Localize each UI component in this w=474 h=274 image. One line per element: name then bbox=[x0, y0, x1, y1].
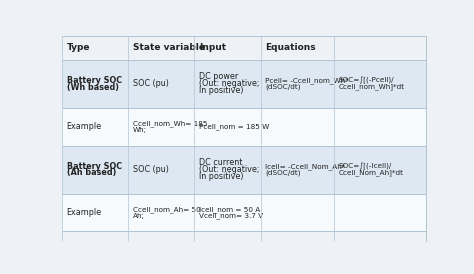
Text: SOC (pu): SOC (pu) bbox=[133, 79, 169, 88]
Text: (dSOC/dt): (dSOC/dt) bbox=[265, 84, 301, 90]
Text: State variable: State variable bbox=[133, 43, 205, 52]
Text: Pcell= -Ccell_nom_Wh*: Pcell= -Ccell_nom_Wh* bbox=[265, 77, 349, 84]
Text: (Ah based): (Ah based) bbox=[66, 169, 116, 178]
Text: (Out: negative;: (Out: negative; bbox=[199, 165, 259, 174]
Text: Wh;: Wh; bbox=[133, 127, 147, 133]
Text: Example: Example bbox=[66, 208, 102, 217]
Text: Icell_nom = 50 A: Icell_nom = 50 A bbox=[199, 206, 260, 213]
Text: (Wh based): (Wh based) bbox=[66, 82, 118, 92]
Text: SOC (pu): SOC (pu) bbox=[133, 165, 169, 174]
Text: DC current: DC current bbox=[199, 158, 242, 167]
Text: Ah;: Ah; bbox=[133, 213, 145, 219]
Text: Icell= -Ccell_Nom_Ah*: Icell= -Ccell_Nom_Ah* bbox=[265, 163, 346, 170]
Text: Example: Example bbox=[66, 122, 102, 131]
Bar bbox=[62, 59, 426, 108]
Text: (dSOC/dt): (dSOC/dt) bbox=[265, 170, 301, 176]
Text: Input: Input bbox=[199, 43, 226, 52]
Text: SOC=∫[(-Icell)/: SOC=∫[(-Icell)/ bbox=[338, 162, 392, 170]
Text: Ccell_nom_Wh]*dt: Ccell_nom_Wh]*dt bbox=[338, 84, 405, 90]
Text: SOC=∫[(-Pcell)/: SOC=∫[(-Pcell)/ bbox=[338, 76, 394, 84]
Text: Battery SOC: Battery SOC bbox=[66, 162, 122, 171]
Text: Vcell_nom= 3.7 V: Vcell_nom= 3.7 V bbox=[199, 213, 263, 219]
Text: DC power: DC power bbox=[199, 72, 238, 81]
Text: Ccell_nom_Wh= 185: Ccell_nom_Wh= 185 bbox=[133, 120, 207, 127]
Bar bbox=[62, 36, 426, 59]
Text: Ccell_nom_Ah= 50: Ccell_nom_Ah= 50 bbox=[133, 206, 201, 213]
Bar bbox=[62, 145, 426, 194]
Bar bbox=[62, 194, 426, 232]
Text: Ccell_Nom_Ah]*dt: Ccell_Nom_Ah]*dt bbox=[338, 170, 403, 176]
Bar bbox=[62, 108, 426, 145]
Text: Pcell_nom = 185 W: Pcell_nom = 185 W bbox=[199, 123, 269, 130]
Text: In positive): In positive) bbox=[199, 172, 243, 181]
Text: (Out: negative;: (Out: negative; bbox=[199, 79, 259, 88]
Text: Type: Type bbox=[66, 43, 90, 52]
Text: Battery SOC: Battery SOC bbox=[66, 76, 122, 85]
Text: Equations: Equations bbox=[265, 43, 316, 52]
Text: In positive): In positive) bbox=[199, 86, 243, 95]
